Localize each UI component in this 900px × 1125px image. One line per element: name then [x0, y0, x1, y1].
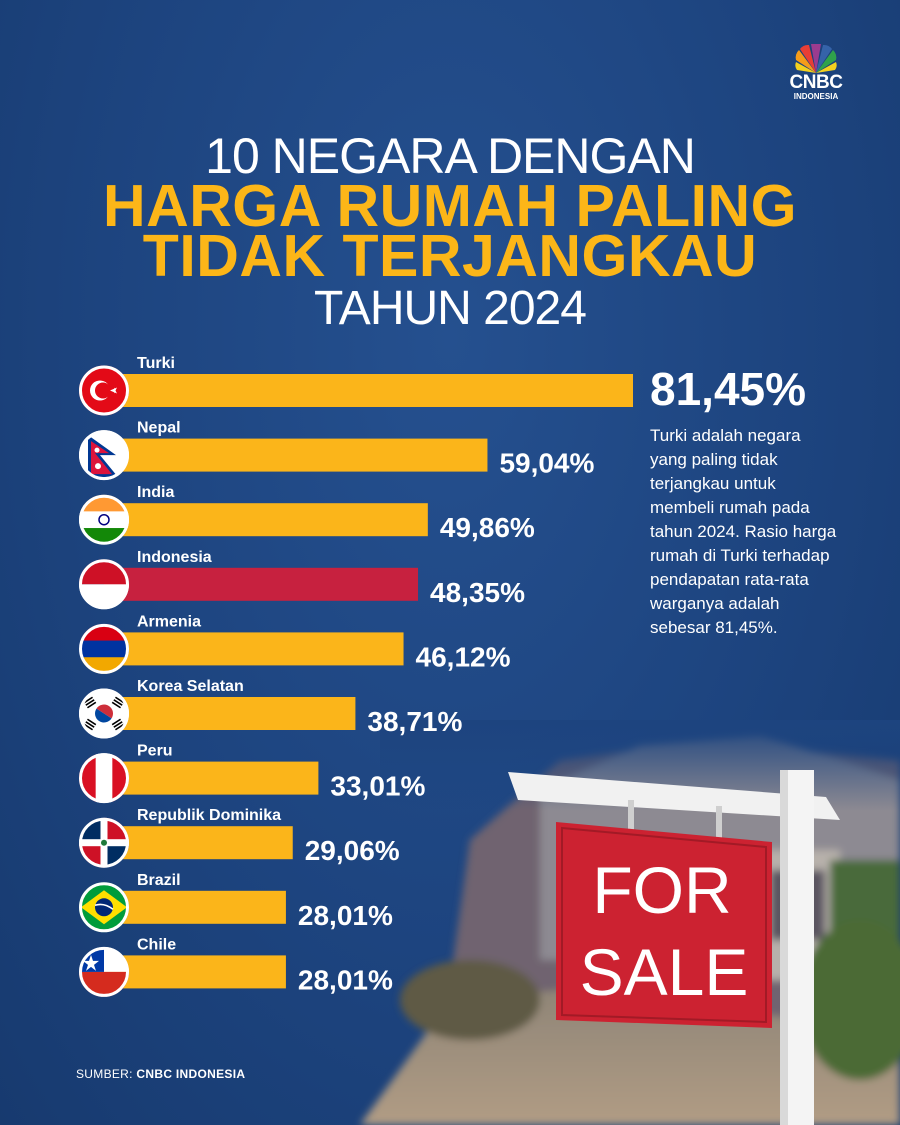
value-label: 33,01%: [330, 771, 425, 802]
source-value: CNBC INDONESIA: [136, 1067, 246, 1081]
category-label: Brazil: [137, 872, 181, 889]
value-label: 49,86%: [440, 512, 535, 543]
value-label: 46,12%: [416, 641, 511, 672]
highlight-note: Turki adalah negara yang paling tidak te…: [650, 426, 837, 637]
cnbc-logo: CNBC INDONESIA: [778, 44, 854, 102]
bar: [104, 567, 419, 601]
category-label: Chile: [137, 936, 176, 953]
south-korea-flag-icon: [79, 688, 129, 739]
category-label: Peru: [137, 743, 173, 760]
bar-row: Korea Selatan 38,71%: [79, 678, 462, 739]
peru-flag-icon: [79, 753, 129, 804]
sign-line1: FOR: [592, 853, 731, 927]
category-label: Korea Selatan: [137, 678, 244, 695]
value-label: 29,06%: [305, 835, 400, 866]
armenia-flag-icon: [79, 623, 129, 674]
nepal-flag-icon: [79, 430, 129, 481]
source-note: SUMBER: CNBC INDONESIA: [76, 1067, 245, 1081]
bar: [104, 890, 286, 924]
turkey-flag-icon: [79, 365, 129, 416]
highlight-value: 81,45%: [650, 363, 807, 415]
bar-row: Nepal 59,04%: [79, 420, 595, 481]
bar-row: Indonesia 48,35%: [79, 549, 525, 610]
bar: [104, 697, 356, 730]
category-label: Indonesia: [137, 549, 212, 566]
source-label: SUMBER:: [76, 1067, 133, 1081]
bar: [104, 632, 404, 666]
logo-text: CNBC: [789, 72, 843, 93]
value-label: 48,35%: [430, 577, 525, 608]
bar-row: Brazil 28,01%: [79, 872, 393, 933]
value-label: 28,01%: [298, 900, 393, 931]
bar-row: Turki: [79, 355, 633, 416]
bar-row: Peru 33,01%: [79, 743, 425, 804]
category-label: Turki: [137, 355, 175, 372]
value-label: 59,04%: [499, 448, 594, 479]
chile-flag-icon: [79, 946, 129, 997]
bar: [104, 826, 293, 860]
category-label: India: [137, 484, 174, 501]
brazil-flag-icon: [79, 882, 129, 933]
indonesia-flag-icon: [79, 559, 129, 610]
bar: [104, 438, 488, 472]
sale-sign-post: [508, 770, 840, 1125]
dominican-republic-flag-icon: [79, 817, 129, 868]
bar-row: Armenia 46,12%: [79, 613, 511, 674]
title-line2: HARGA RUMAH PALING: [102, 173, 797, 239]
category-label: Republik Dominika: [137, 807, 281, 824]
sign-line2: SALE: [580, 935, 749, 1009]
bar-row: Republik Dominika 29,06%: [79, 807, 400, 868]
category-label: Armenia: [137, 613, 201, 630]
title-line4: TAHUN 2024: [314, 282, 587, 335]
bar: [104, 503, 428, 537]
value-label: 38,71%: [367, 706, 462, 737]
category-label: Nepal: [137, 420, 181, 437]
logo-subtext: INDONESIA: [793, 92, 839, 101]
title-line3: TIDAK TERJANGKAU: [142, 223, 758, 289]
value-label: 28,01%: [298, 964, 393, 995]
bar: [104, 955, 286, 989]
bar-row: India 49,86%: [79, 484, 535, 545]
title-line1: 10 NEGARA DENGAN: [205, 128, 696, 184]
bar: [104, 374, 633, 407]
peacock-icon: [795, 44, 837, 73]
sale-sign-board: [556, 822, 772, 1028]
bar-row: Chile 28,01%: [79, 936, 393, 997]
india-flag-icon: [79, 494, 129, 545]
bar: [104, 761, 319, 795]
